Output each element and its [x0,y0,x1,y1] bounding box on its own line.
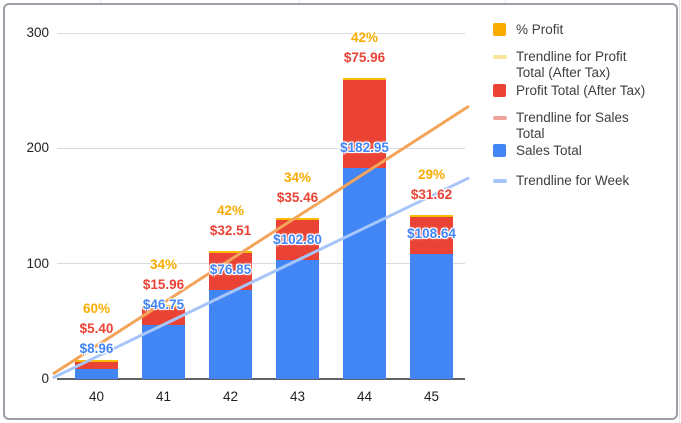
pct-profit-data-label: 42% [350,30,379,46]
y-axis-tick-label: 100 [26,255,49,271]
profit-total-data-label: $31.62 [410,187,453,203]
spreadsheet-gridline [299,0,300,3]
x-axis-tick-label: 42 [222,389,239,404]
profit-bar-segment[interactable] [75,360,118,363]
legend-label: Trendline for Week [516,173,630,188]
spreadsheet-gridline [679,0,680,423]
spreadsheet-gridline [505,0,506,3]
y-axis-tick-label: 200 [26,140,49,156]
sales-total-data-label: $102.80 [273,232,322,248]
sales-total-data-label: $8.96 [79,340,114,356]
x-axis-tick-label: 44 [356,389,373,404]
sales-total-bar-segment[interactable] [410,253,453,379]
legend-label: Trendline for Profit Total (After Tax) [516,49,627,80]
legend-label: Sales Total [516,143,582,158]
x-axis-tick-label: 45 [423,389,440,404]
profit-total-after-tax-swatch [493,84,506,97]
legend-label: Trendline for Sales Total [516,110,629,141]
profit-total-after-tax-bar-segment[interactable] [75,362,118,369]
trendline-for-week-swatch-line [493,179,507,183]
y-axis-tick-label: 300 [26,25,49,40]
x-axis-tick-label: 41 [155,389,172,404]
profit-bar-segment[interactable] [209,250,252,253]
profit-swatch [493,23,506,36]
x-axis-tick-label: 40 [88,389,105,404]
sales-total-data-label: $76.85 [209,262,252,278]
x-axis-tick-label: 43 [289,389,306,404]
profit-bar-segment[interactable] [410,215,453,218]
legend-label: Profit Total (After Tax) [516,83,646,98]
y-gridline-300 [57,32,465,34]
legend-label: % Profit [516,22,564,37]
pct-profit-data-label: 34% [283,169,312,185]
y-axis-tick-label: 0 [41,371,49,386]
profit-total-data-label: $35.46 [276,189,319,205]
spreadsheet-gridline [100,0,101,3]
sales-total-data-label: $46.75 [142,297,185,313]
trendline-for-profit-total-after-tax-swatch-line [493,55,507,59]
sales-total-bar-segment[interactable] [75,368,118,379]
pct-profit-data-label: 29% [417,167,446,183]
sales-total-swatch [493,144,506,157]
trendline-for-sales-total-swatch-line [493,116,507,120]
sales-total-data-label: $108.64 [407,225,456,241]
sales-total-data-label: $182.95 [340,140,389,155]
profit-total-data-label: $5.40 [79,320,114,336]
x-axis-baseline [57,378,465,380]
profit-bar-segment[interactable] [343,78,386,81]
profit-total-data-label: $75.96 [343,50,386,66]
